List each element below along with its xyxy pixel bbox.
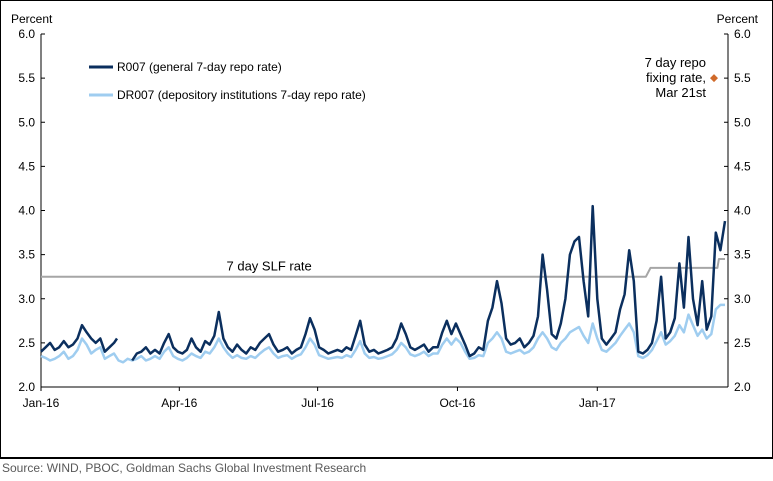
- y-axis-label-left: Percent: [11, 12, 53, 26]
- y-tick-label-right: 3.5: [734, 248, 751, 262]
- y-tick-label-left: 3.5: [18, 248, 35, 262]
- fixing-rate-marker: [710, 74, 718, 83]
- series-line-slf-rate: [41, 258, 725, 278]
- legend-label-dr007: DR007 (depository institutions 7-day rep…: [117, 88, 366, 102]
- x-tick-label: Apr-16: [161, 396, 197, 410]
- series-line-dr007: [40, 303, 725, 364]
- y-tick-label-left: 6.0: [18, 27, 35, 41]
- source-divider: [0, 457, 773, 458]
- y-tick-label-left: 2.0: [18, 380, 35, 394]
- y-tick-label-right: 4.0: [734, 204, 751, 218]
- x-tick-label: Jan-17: [579, 396, 616, 410]
- source-note: Source: WIND, PBOC, Goldman Sachs Global…: [2, 461, 367, 475]
- y-tick-label-right: 5.5: [734, 71, 751, 85]
- y-tick-label-right: 5.0: [734, 115, 751, 129]
- fixing-rate-label-line: Mar 21st: [655, 85, 706, 100]
- y-tick-label-right: 2.5: [734, 336, 751, 350]
- slf-rate-annotation: 7 day SLF rate: [227, 259, 312, 274]
- y-tick-label-left: 2.5: [18, 336, 35, 350]
- line-chart: 2.0 2.0 2.5 2.5 3.0 3.0 3.5 3.5 4.0 4.0 4.5 4.5 5.0 5…: [11, 12, 759, 410]
- y-tick-label-left: 4.0: [18, 204, 35, 218]
- y-tick-label-left: 3.0: [18, 292, 35, 306]
- series-line-r007: [40, 204, 727, 362]
- y-tick-label-left: 5.0: [18, 115, 35, 129]
- fixing-rate-label-line: fixing rate,: [646, 70, 706, 85]
- y-tick-label-left: 5.5: [18, 71, 35, 85]
- y-tick-label-left: 4.5: [18, 159, 35, 173]
- x-tick-label: Jan-16: [23, 396, 60, 410]
- y-axis-label-right: Percent: [717, 12, 759, 26]
- x-tick-label: Oct-16: [439, 396, 475, 410]
- legend-label-r007: R007 (general 7-day repo rate): [117, 60, 282, 74]
- fixing-rate-label-line: 7 day repo: [645, 55, 706, 70]
- y-tick-label-right: 6.0: [734, 27, 751, 41]
- x-tick-label: Jul-16: [301, 396, 334, 410]
- y-tick-label-right: 2.0: [734, 380, 751, 394]
- chart-frame: 2.0 2.0 2.5 2.5 3.0 3.0 3.5 3.5 4.0 4.0 4.5 4.5 5.0 5…: [0, 0, 773, 459]
- y-tick-label-right: 4.5: [734, 159, 751, 173]
- y-tick-label-right: 3.0: [734, 292, 751, 306]
